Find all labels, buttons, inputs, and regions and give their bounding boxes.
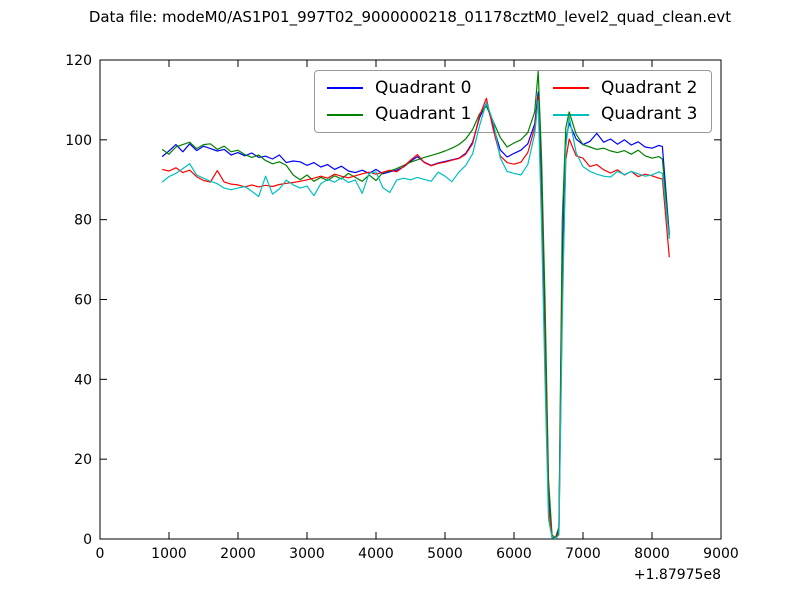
quadrant-2-line-swatch xyxy=(553,87,589,90)
legend-item-quadrant-3: Quadrant 3 xyxy=(553,102,711,129)
x-tick-label: 4000 xyxy=(358,546,394,562)
x-tick-label: 8000 xyxy=(634,546,670,562)
y-tick-label: 120 xyxy=(65,53,92,69)
legend-label: Quadrant 0 xyxy=(375,77,472,98)
legend-item-quadrant-1: Quadrant 1 xyxy=(327,102,553,129)
x-tick-label: 1000 xyxy=(151,546,187,562)
quadrant-3-line-swatch xyxy=(553,113,589,116)
y-tick-label: 40 xyxy=(74,372,92,388)
y-tick-label: 60 xyxy=(74,293,92,309)
y-tick-label: 80 xyxy=(74,213,92,229)
legend-label: Quadrant 3 xyxy=(601,104,698,125)
y-tick-label: 0 xyxy=(83,532,92,548)
x-tick-label: 0 xyxy=(96,546,105,562)
x-tick-label: 3000 xyxy=(289,546,325,562)
quadrant-0-line-swatch xyxy=(327,87,363,90)
x-tick-label: 9000 xyxy=(703,546,739,562)
x-tick-label: 7000 xyxy=(565,546,601,562)
x-axis-offset-label: +1.87975e8 xyxy=(634,567,721,583)
x-tick-label: 2000 xyxy=(220,546,256,562)
legend-item-quadrant-2: Quadrant 2 xyxy=(553,75,711,102)
legend-label: Quadrant 2 xyxy=(601,77,698,98)
y-tick-label: 100 xyxy=(65,133,92,149)
legend-item-quadrant-0: Quadrant 0 xyxy=(327,75,553,102)
x-tick-label: 6000 xyxy=(496,546,532,562)
quadrant-1-line-swatch xyxy=(327,113,363,116)
legend: Quadrant 0 Quadrant 1 Quadrant 2 Quadran… xyxy=(314,70,712,133)
x-tick-label: 5000 xyxy=(427,546,463,562)
chart-title: Data file: modeM0/AS1P01_997T02_90000002… xyxy=(88,8,732,26)
y-tick-label: 20 xyxy=(74,452,92,468)
legend-label: Quadrant 1 xyxy=(375,104,472,125)
